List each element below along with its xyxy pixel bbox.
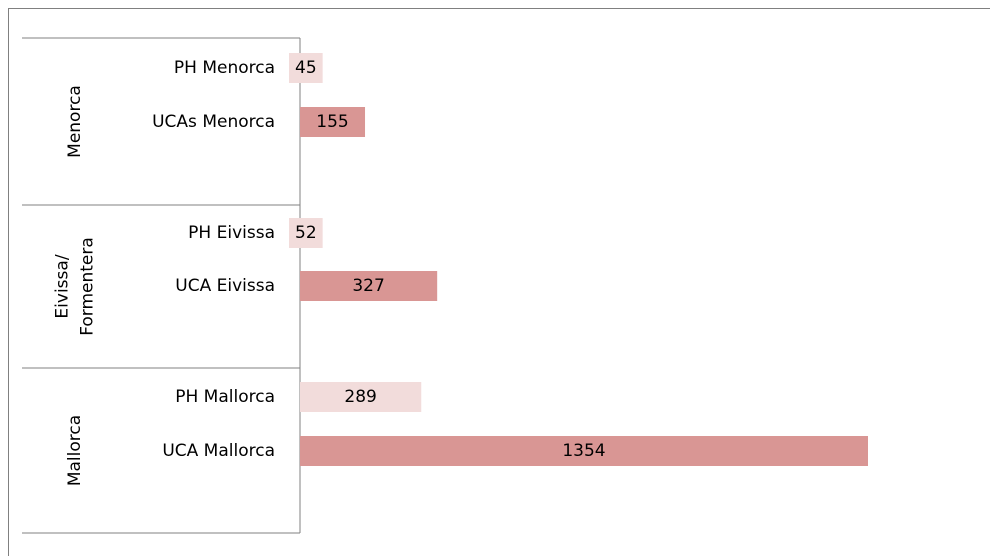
data-label: 155 bbox=[316, 112, 348, 132]
group-label: Formentera bbox=[78, 237, 98, 336]
data-label: 45 bbox=[295, 58, 317, 78]
category-label: PH Menorca bbox=[174, 58, 275, 78]
category-label: UCA Eivissa bbox=[175, 276, 275, 296]
group-label: Menorca bbox=[65, 85, 85, 158]
data-label: 52 bbox=[295, 223, 317, 243]
category-label: UCAs Menorca bbox=[152, 112, 275, 132]
category-label: UCA Mallorca bbox=[162, 441, 275, 461]
category-label: PH Mallorca bbox=[175, 387, 275, 407]
group-label: Eivissa/ bbox=[53, 254, 73, 318]
group-label: Mallorca bbox=[65, 415, 85, 486]
data-label: 327 bbox=[352, 276, 384, 296]
chart-border bbox=[9, 9, 990, 557]
category-label: PH Eivissa bbox=[188, 223, 275, 243]
data-label: 1354 bbox=[562, 441, 605, 461]
data-label: 289 bbox=[344, 387, 376, 407]
